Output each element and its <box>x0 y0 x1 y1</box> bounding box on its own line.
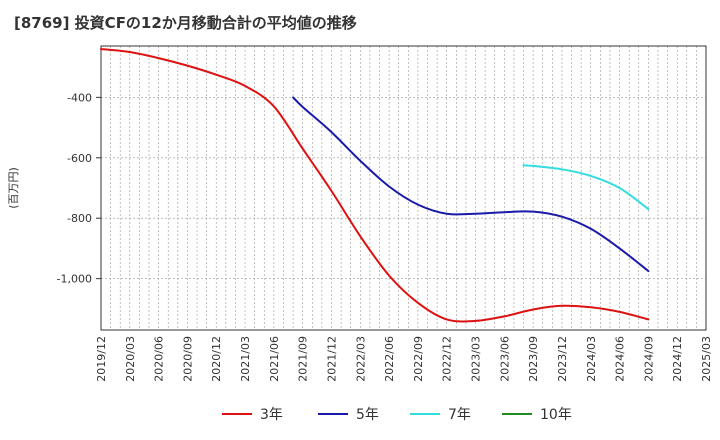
legend: 3年 5年 7年 10年 <box>222 407 572 423</box>
chart-title: [8769] 投資CFの12か月移動合計の平均値の推移 <box>14 14 357 32</box>
y-tick-label: -600 <box>67 152 92 165</box>
x-tick-label: 2023/09 <box>527 336 540 382</box>
y-tick-label: -1,000 <box>57 273 92 286</box>
x-tick-label: 2020/09 <box>181 336 194 382</box>
y-axis-label: (百万円) <box>7 167 20 209</box>
legend-label: 10年 <box>540 407 572 423</box>
series-line-2 <box>522 164 650 211</box>
legend-label: 5年 <box>356 407 379 423</box>
legend-label: 3年 <box>260 407 283 423</box>
x-tick-label: 2020/03 <box>124 336 137 382</box>
x-tick-label: 2019/12 <box>95 336 108 382</box>
y-tick-label: -400 <box>67 91 92 104</box>
x-tick-label: 2020/06 <box>153 336 166 382</box>
x-tick-label: 2023/03 <box>470 336 483 382</box>
x-tick-label: 2025/03 <box>700 336 713 382</box>
x-tick-label: 2021/03 <box>239 336 252 382</box>
x-tick-label: 2024/03 <box>585 336 598 382</box>
series-line-1 <box>292 96 650 273</box>
x-tick-label: 2021/09 <box>297 336 310 382</box>
legend-label: 7年 <box>448 407 471 423</box>
x-tick-label: 2020/12 <box>210 336 223 382</box>
x-tick-label: 2023/12 <box>556 336 569 382</box>
grid-lines <box>101 46 706 330</box>
x-tick-label: 2022/06 <box>383 336 396 382</box>
x-tick-label: 2022/09 <box>412 336 425 382</box>
x-tick-label: 2022/12 <box>441 336 454 382</box>
x-tick-label: 2024/09 <box>642 336 655 382</box>
x-tick-label: 2021/12 <box>325 336 338 382</box>
x-tick-label: 2021/06 <box>268 336 281 382</box>
x-tick-label: 2023/06 <box>498 336 511 382</box>
series-lines <box>100 48 650 323</box>
x-tick-label: 2022/03 <box>354 336 367 382</box>
plot-area <box>100 45 707 331</box>
x-tick-label: 2024/06 <box>614 336 627 382</box>
series-line-0 <box>100 48 650 323</box>
x-tick-label: 2024/12 <box>671 336 684 382</box>
y-tick-label: -800 <box>67 212 92 225</box>
tick-labels: -400 -600 -800 -1,000 2019/12 2020/03 2020/06 2… <box>57 91 713 381</box>
